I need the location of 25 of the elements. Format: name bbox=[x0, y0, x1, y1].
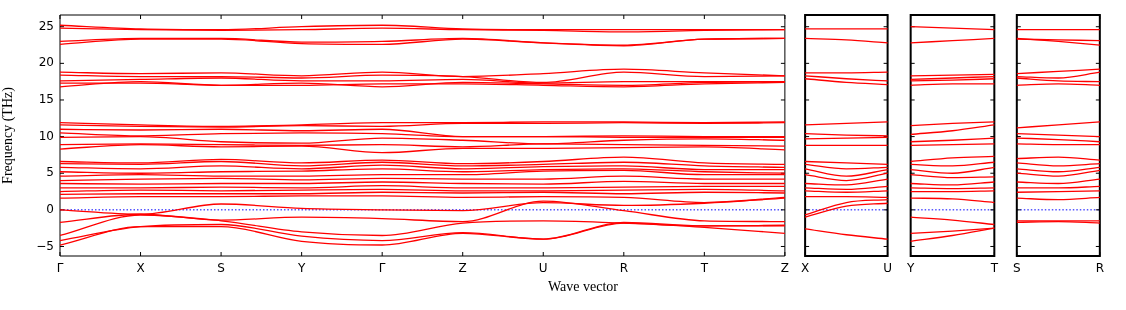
x-tick-label: R bbox=[1095, 261, 1104, 276]
x-tick-label: T bbox=[989, 261, 999, 276]
x-axis-title: Wave vector bbox=[548, 279, 618, 295]
x-tick-label: S bbox=[217, 261, 225, 276]
y-axis-title: Frequency (THz) bbox=[0, 86, 17, 184]
y-tick-label: 15 bbox=[38, 92, 54, 107]
y-tick-label: −5 bbox=[36, 238, 54, 253]
x-tick-label: U bbox=[538, 261, 548, 276]
y-tick-label: 5 bbox=[46, 165, 54, 180]
x-tick-label: R bbox=[619, 261, 628, 276]
x-tick-label: X bbox=[136, 261, 145, 276]
x-tick-label: Γ bbox=[378, 261, 386, 276]
x-tick-label: U bbox=[883, 261, 893, 276]
y-tick-label: 0 bbox=[46, 201, 54, 216]
y-tick-label: 20 bbox=[38, 55, 54, 70]
x-tick-label: Γ bbox=[56, 261, 64, 276]
x-tick-label: Y bbox=[905, 261, 915, 276]
x-tick-label: Z bbox=[458, 261, 467, 276]
x-tick-label: X bbox=[800, 261, 810, 276]
x-tick-label: Y bbox=[296, 261, 306, 276]
y-tick-label: 10 bbox=[38, 128, 54, 143]
x-tick-label: T bbox=[699, 261, 709, 276]
x-tick-label: Z bbox=[780, 261, 790, 276]
x-tick-label: S bbox=[1013, 261, 1021, 276]
y-tick-label: 25 bbox=[38, 18, 54, 33]
